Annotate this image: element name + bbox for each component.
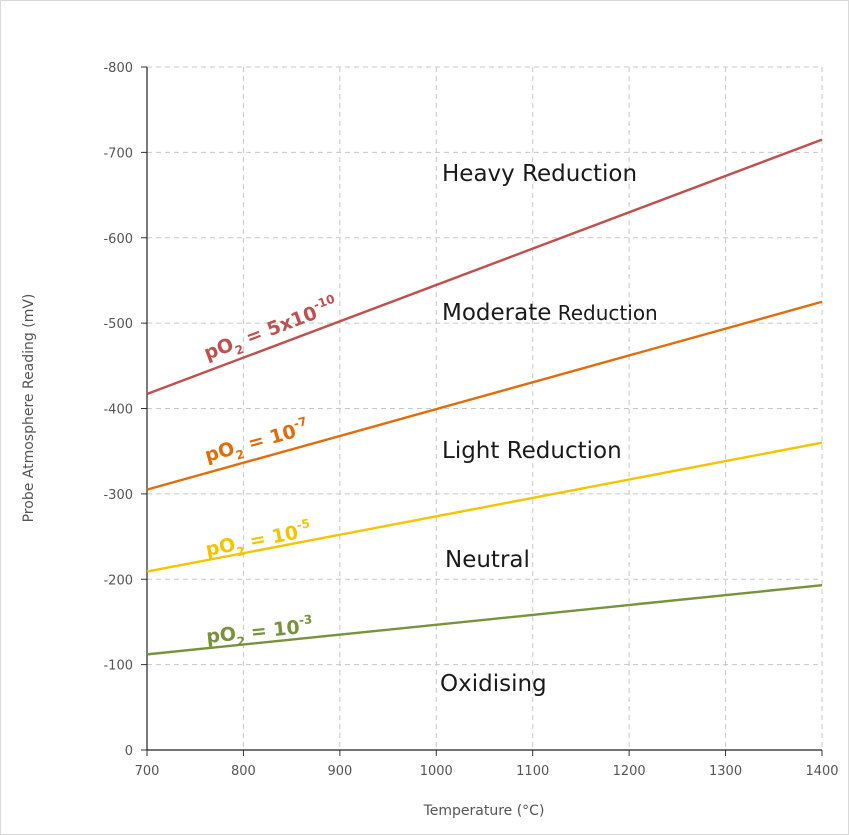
x-tick-label: 700 xyxy=(135,764,160,779)
y-tick-label: -300 xyxy=(103,488,133,503)
series-line-pO2_1e-5 xyxy=(146,441,823,573)
x-tick-label: 900 xyxy=(327,764,352,779)
series-label-superscript: -5 xyxy=(295,516,311,532)
x-tick-label: 1100 xyxy=(516,764,549,779)
series-label-superscript: -7 xyxy=(292,414,309,431)
series-line-pO2_5e-10 xyxy=(146,138,823,396)
gridlines xyxy=(147,66,823,750)
x-tick-labels: 700 800 900 1000 1100 1200 1300 1400 xyxy=(135,764,839,779)
series-label-subscript: 2 xyxy=(234,447,246,463)
series-label-superscript: -3 xyxy=(298,612,313,627)
axes xyxy=(141,66,823,756)
x-tick-label: 800 xyxy=(231,764,256,779)
y-tick-label: -600 xyxy=(103,232,133,247)
x-tick-label: 1000 xyxy=(420,764,453,779)
x-tick-label: 1300 xyxy=(709,764,742,779)
region-label-text: Oxidising xyxy=(440,671,547,697)
series-label-base: pO xyxy=(205,623,237,648)
region-label-text-small: Reduction xyxy=(551,301,657,325)
region-label-oxidising: Oxidising xyxy=(440,671,547,697)
series-line-pO2_1e-3 xyxy=(146,584,823,656)
region-label-heavy: Heavy Reduction xyxy=(442,161,637,187)
x-tick-label: 1400 xyxy=(805,764,838,779)
series-label-base: pO xyxy=(204,534,237,561)
series-line-pO2_1e-7 xyxy=(146,300,823,491)
y-axis-title: Probe Atmosphere Reading (mV) xyxy=(21,294,37,523)
y-tick-label: -400 xyxy=(103,403,133,418)
region-label-light: Light Reduction xyxy=(442,438,622,464)
y-tick-labels: 0 -100 -200 -300 -400 -500 -600 -700 -800 xyxy=(103,61,133,759)
y-tick-label: -500 xyxy=(103,317,133,332)
y-tick-label: -800 xyxy=(103,61,133,76)
y-tick-label: -200 xyxy=(103,573,133,588)
y-tick-label: -700 xyxy=(103,146,133,161)
region-label-text: Moderate xyxy=(442,300,551,326)
y-tick-label: 0 xyxy=(125,744,133,759)
region-label-neutral: Neutral xyxy=(445,547,530,573)
region-label-text: Neutral xyxy=(445,547,530,573)
series-label-subscript: 2 xyxy=(235,544,246,559)
y-tick-label: -100 xyxy=(103,659,133,674)
region-label-text: Light Reduction xyxy=(442,438,622,464)
x-axis-title: Temperature (°C) xyxy=(423,803,545,819)
region-label-moderate: Moderate Reduction xyxy=(442,300,658,326)
region-labels: Heavy Reduction Moderate Reduction Light R… xyxy=(440,161,658,697)
x-tick-label: 1200 xyxy=(613,764,646,779)
series-lines xyxy=(146,138,823,656)
series-label-subscript: 2 xyxy=(236,634,246,649)
region-label-text: Heavy Reduction xyxy=(442,161,637,187)
